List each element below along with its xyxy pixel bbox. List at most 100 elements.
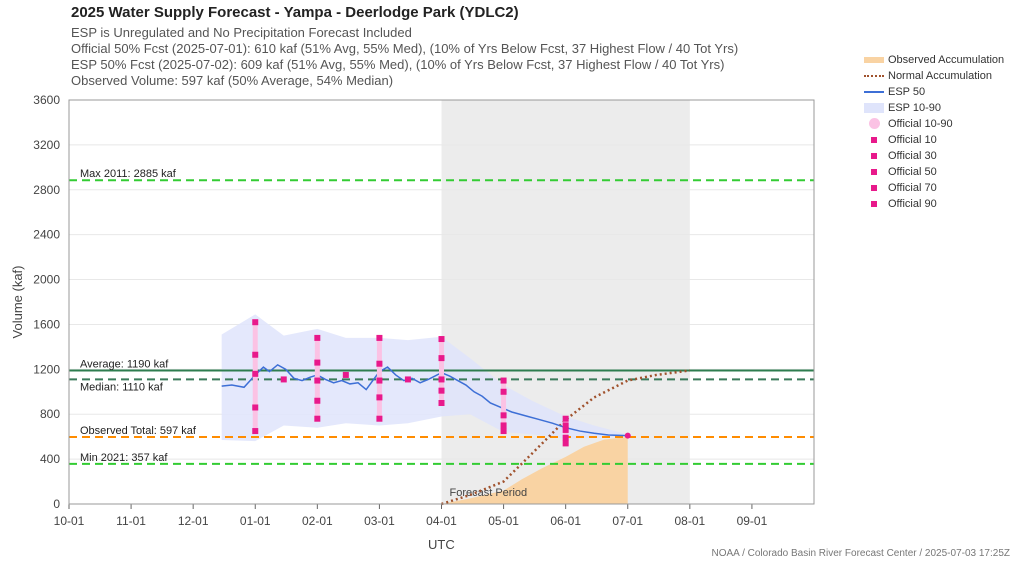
legend-item-official-10-90[interactable]: Official 10-90 [864, 116, 1024, 132]
legend-label: Official 50 [888, 166, 937, 178]
official-90-point [438, 336, 445, 343]
legend-item-observed-accumulation[interactable]: Observed Accumulation [864, 52, 1024, 68]
y-tick-label: 3600 [33, 93, 60, 107]
hline-label-observed-total: Observed Total: 597 kaf [80, 425, 197, 437]
legend-item-esp-10-90[interactable]: ESP 10-90 [864, 100, 1024, 116]
x-tick-label: 03-01 [364, 514, 395, 528]
subtitle-esp: ESP 50% Fcst (2025-07-02): 609 kaf (51% … [71, 57, 725, 72]
y-tick-label: 800 [40, 407, 60, 421]
legend-symbol [864, 102, 884, 114]
subtitle-esp-note: ESP is Unregulated and No Precipitation … [71, 25, 412, 40]
hline-label-average: Average: 1190 kaf [80, 358, 169, 370]
official-30-point [438, 387, 445, 394]
official-10-point [438, 400, 445, 406]
x-tick-label: 04-01 [426, 514, 457, 528]
normal-accumulation-line [441, 369, 690, 506]
x-tick-label: 02-01 [302, 514, 333, 528]
official-point [280, 376, 287, 383]
x-tick-label: 05-01 [488, 514, 519, 528]
observed-accumulation-area [441, 437, 628, 504]
legend-item-esp-50[interactable]: ESP 50 [864, 84, 1024, 100]
legend-label: Official 70 [888, 182, 937, 194]
y-axis-title: Volume (kaf) [10, 266, 25, 339]
official-90-point [252, 319, 259, 326]
forecast-period-label: Forecast Period [450, 487, 528, 499]
legend-symbol [864, 118, 884, 130]
official-10-point [252, 428, 259, 435]
legend-item-official-90[interactable]: Official 90 [864, 196, 1024, 212]
official-10-90-bar [563, 418, 569, 444]
official-10-90-bar [252, 322, 258, 432]
subtitle-observed: Observed Volume: 597 kaf (50% Average, 5… [71, 73, 394, 88]
y-tick-label: 2000 [33, 273, 60, 287]
legend-label: Official 90 [888, 198, 937, 210]
y-tick-label: 1600 [33, 317, 60, 331]
hline-label-max: Max 2011: 2885 kaf [80, 168, 177, 180]
x-tick-label: 10-01 [54, 514, 85, 528]
legend-symbol [864, 150, 884, 162]
y-tick-label: 0 [53, 497, 60, 511]
official-90-point [500, 377, 507, 384]
official-point [342, 371, 349, 378]
x-tick-label: 08-01 [674, 514, 705, 528]
official-70-point [252, 351, 259, 358]
x-tick-label: 06-01 [550, 514, 581, 528]
x-tick-label: 12-01 [178, 514, 209, 528]
x-tick-label: 11-01 [116, 514, 146, 528]
official-90-point [314, 334, 321, 341]
official-30-point [500, 422, 507, 429]
legend-symbol [864, 166, 884, 178]
hline-label-median: Median: 1110 kaf [80, 381, 164, 393]
legend-symbol [864, 70, 884, 82]
official-30-point [376, 394, 383, 401]
legend-item-official-70[interactable]: Official 70 [864, 180, 1024, 196]
official-70-point [314, 359, 321, 366]
x-tick-label: 09-01 [737, 514, 768, 528]
legend-symbol [864, 54, 884, 66]
official-50-point [562, 426, 569, 433]
official-70-point [500, 388, 507, 395]
legend-symbol [864, 86, 884, 98]
official-30-point [562, 434, 569, 441]
official-10-point [562, 440, 569, 447]
legend-label: ESP 50 [888, 86, 926, 98]
official-10-point [376, 415, 383, 422]
official-70-point [438, 355, 445, 362]
y-tick-label: 2400 [33, 228, 60, 242]
legend-symbol [864, 198, 884, 210]
legend-label: Official 10-90 [888, 118, 953, 130]
official-50-point [438, 376, 445, 383]
official-30-point [314, 397, 321, 404]
legend-label: Official 10 [888, 134, 937, 146]
esp-50-endpoint [624, 432, 631, 439]
x-tick-label: 07-01 [612, 514, 643, 528]
official-10-point [500, 428, 507, 435]
footer-credit: NOAA / Colorado Basin River Forecast Cen… [711, 548, 1010, 559]
legend-item-official-50[interactable]: Official 50 [864, 164, 1024, 180]
legend-label: Official 30 [888, 150, 937, 162]
x-tick-label: 01-01 [240, 514, 271, 528]
official-90-point [376, 334, 383, 341]
official-10-90-bar [501, 380, 507, 432]
official-50-point [314, 377, 321, 384]
chart-title: 2025 Water Supply Forecast - Yampa - Dee… [71, 4, 519, 21]
official-30-point [252, 404, 259, 411]
official-50-point [376, 377, 383, 384]
official-70-point [562, 422, 569, 429]
official-10-90-bar [376, 337, 382, 419]
legend-item-official-30[interactable]: Official 30 [864, 148, 1024, 164]
legend-item-normal-accumulation[interactable]: Normal Accumulation [864, 68, 1024, 84]
official-50-point [500, 412, 507, 419]
legend-label: ESP 10-90 [888, 102, 942, 114]
legend-symbol [864, 134, 884, 146]
official-90-point [562, 415, 569, 422]
plot-frame [68, 99, 815, 505]
chart-legend[interactable]: Observed Accumulation Normal Accumulation… [864, 52, 1024, 212]
esp-50-line [221, 363, 628, 437]
legend-symbol [864, 182, 884, 194]
legend-item-official-10[interactable]: Official 10 [864, 132, 1024, 148]
official-50-point [252, 370, 259, 377]
subtitle-official: Official 50% Fcst (2025-07-01): 610 kaf … [71, 41, 739, 56]
official-70-point [376, 360, 383, 367]
official-point [404, 376, 411, 383]
